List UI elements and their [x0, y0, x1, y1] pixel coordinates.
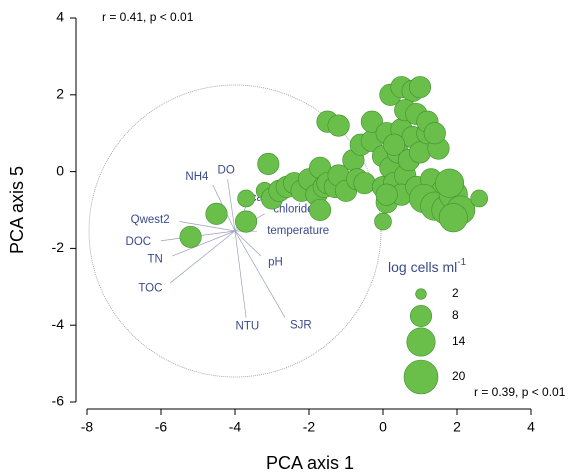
loading-label: Qwest2 — [131, 214, 170, 226]
loading-vector — [234, 230, 262, 257]
y-tick-label: -4 — [52, 316, 65, 332]
loading-label: DO — [218, 164, 235, 176]
loading-label: DOC — [126, 236, 152, 248]
legend-label: 20 — [452, 369, 466, 383]
bubble — [408, 141, 432, 164]
loading-vector — [234, 230, 247, 318]
bubble — [205, 202, 228, 225]
legend-bubble — [406, 327, 436, 357]
bubble — [235, 210, 258, 233]
correlation-circle — [88, 84, 382, 378]
x-tick-label: 4 — [527, 419, 535, 435]
bubble — [423, 122, 446, 145]
y-axis-title: PCA axis 5 — [7, 166, 27, 254]
legend-bubble — [415, 288, 427, 300]
legend-label: 14 — [452, 334, 466, 348]
loading-label: NTU — [236, 320, 260, 332]
bubble — [470, 189, 488, 208]
legend-label: 2 — [452, 286, 459, 300]
loading-vector — [170, 230, 236, 284]
y-tick-label: 0 — [56, 162, 64, 178]
y-tick-label: 2 — [56, 86, 64, 102]
loading-vector — [179, 221, 236, 232]
bubble — [237, 189, 255, 208]
loading-vector — [171, 230, 236, 257]
legend-title: log cells ml-1 — [388, 257, 467, 275]
loading-label: temperature — [267, 225, 329, 237]
y-tick-label: 4 — [56, 9, 64, 25]
bubble — [375, 183, 398, 206]
bubble — [408, 76, 432, 99]
y-tick-label: -6 — [52, 393, 65, 409]
x-tick-label: 0 — [379, 419, 387, 435]
bubble — [257, 152, 280, 175]
loading-label: SJR — [290, 319, 312, 331]
bubble — [383, 133, 406, 156]
bubble — [374, 212, 392, 231]
loading-label: TOC — [138, 283, 162, 295]
x-tick-label: -4 — [229, 419, 242, 435]
y-tick-label: -2 — [52, 239, 65, 255]
bubble — [438, 203, 468, 233]
legend-title-sup: -1 — [457, 257, 466, 268]
bubble — [353, 172, 376, 195]
annotation: r = 0.41, p < 0.01 — [102, 10, 194, 24]
loading-label: TN — [147, 253, 162, 265]
loading-label: NH4 — [185, 171, 209, 183]
loading-vector — [227, 179, 236, 232]
loading-vector — [234, 230, 286, 318]
bubble — [327, 114, 350, 137]
bubble — [360, 110, 383, 133]
legend-label: 8 — [452, 308, 459, 322]
bubble — [179, 225, 202, 248]
bubble — [309, 198, 332, 222]
x-axis-title: PCA axis 1 — [266, 453, 354, 473]
x-tick-label: -2 — [303, 419, 316, 435]
x-tick-label: -8 — [81, 419, 94, 435]
annotation: r = 0.39, p < 0.01 — [474, 385, 566, 399]
loading-label: pH — [268, 256, 283, 268]
x-tick-label: -6 — [155, 419, 168, 435]
x-tick-label: 2 — [453, 419, 461, 435]
bubble — [435, 168, 465, 198]
legend-bubble — [409, 304, 433, 328]
loading-label: chloride — [273, 203, 313, 215]
legend-bubble — [403, 359, 439, 395]
legend-title-main: log cells ml — [388, 259, 457, 275]
